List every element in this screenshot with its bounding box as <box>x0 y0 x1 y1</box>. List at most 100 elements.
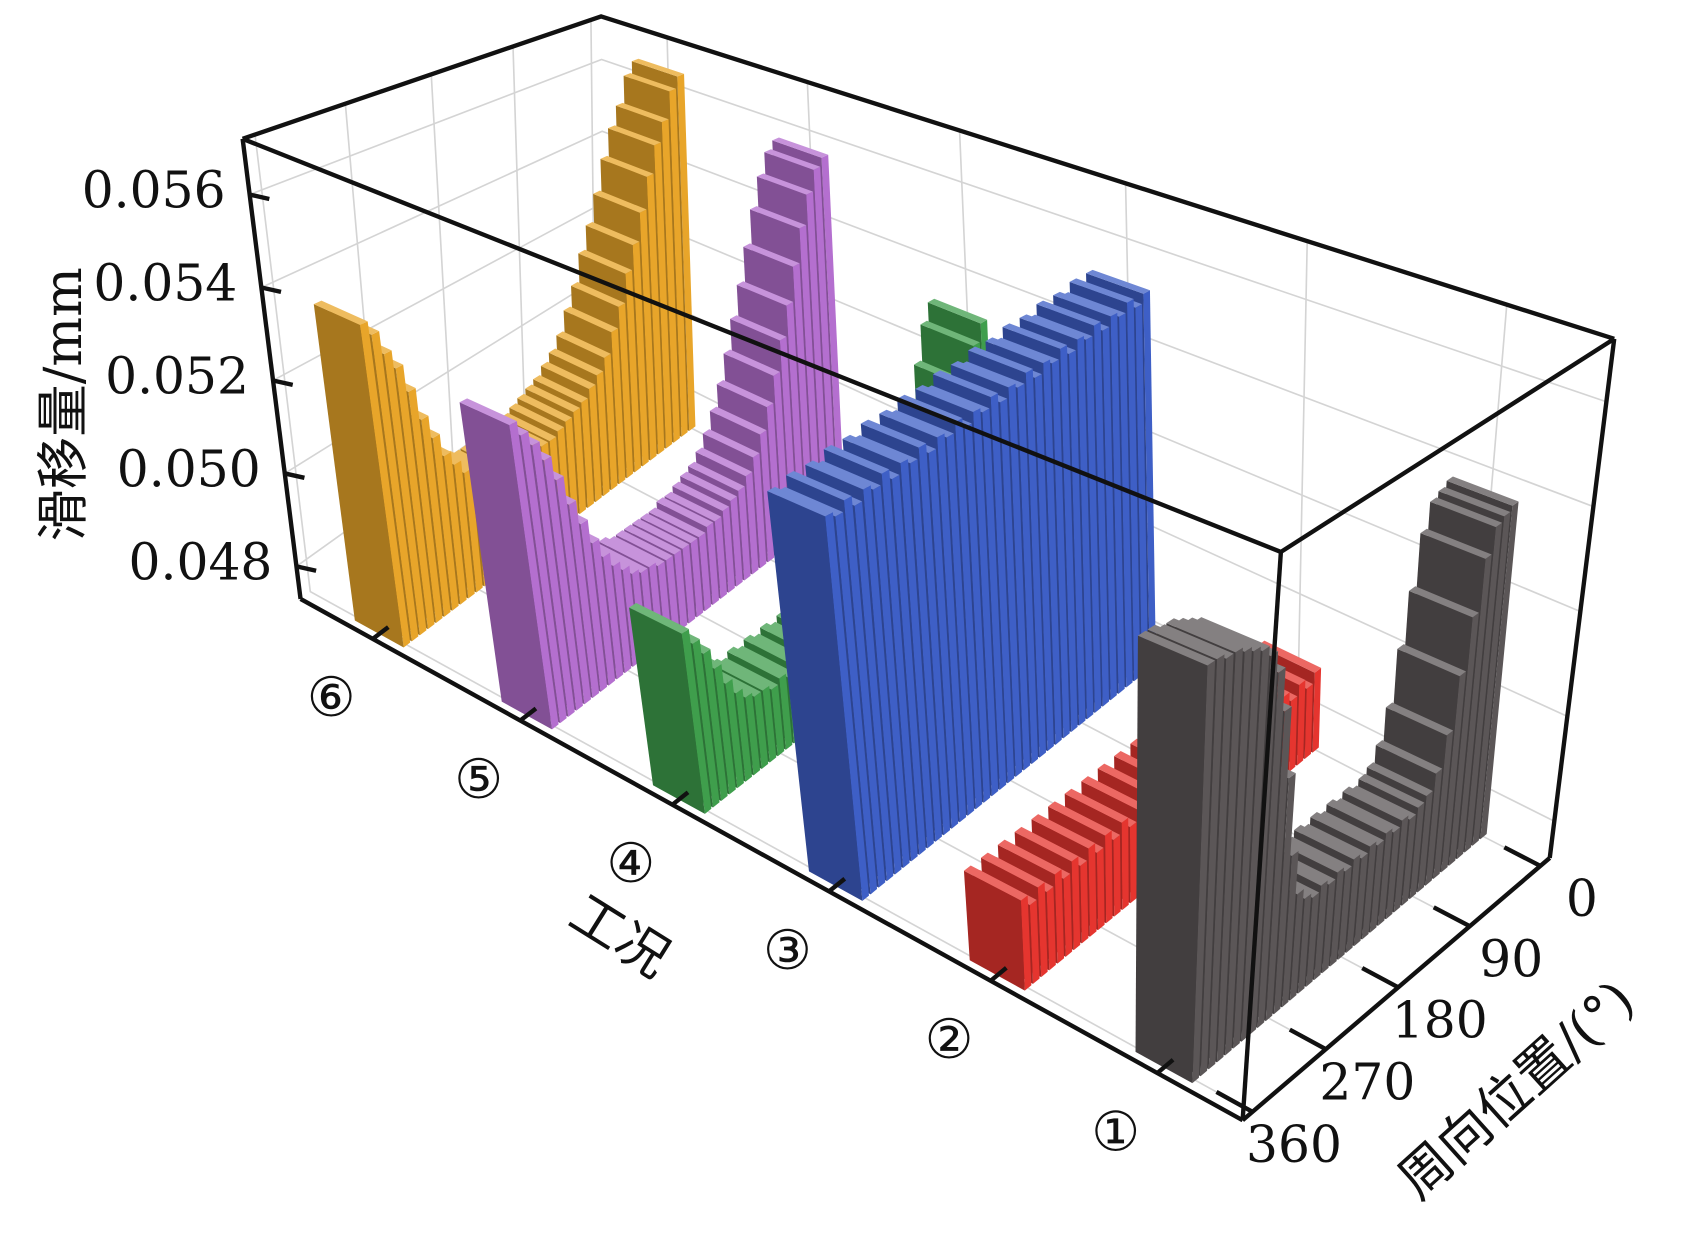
bar-side <box>1346 854 1361 953</box>
bar-side <box>674 549 688 630</box>
bar-side <box>604 353 618 491</box>
tick-mark <box>272 378 294 387</box>
bar-top <box>1036 300 1101 326</box>
box-edge <box>240 138 303 600</box>
bar-side <box>1063 873 1073 957</box>
bar-side <box>1029 899 1040 984</box>
tick-mark <box>1155 1058 1175 1075</box>
tick-mark <box>371 625 390 641</box>
bar-side <box>1020 895 1032 991</box>
bar-side <box>1071 856 1081 951</box>
z-tick-label: 0.052 <box>105 346 249 405</box>
category-label: ⑤ <box>454 747 503 811</box>
bar-side <box>1208 653 1234 1070</box>
grid-line <box>249 58 1607 403</box>
bar-top <box>968 346 1033 373</box>
bar-side <box>1085 336 1102 713</box>
bar-side <box>1417 790 1433 893</box>
bar-top <box>1053 291 1118 317</box>
bar-side <box>973 408 999 797</box>
bar-top <box>1430 497 1503 528</box>
bar-side <box>1322 879 1336 974</box>
x-tick-label: 90 <box>1479 929 1543 988</box>
bar-top <box>1137 630 1216 666</box>
bar-top <box>695 447 753 477</box>
category-axis-label: 工况 <box>559 883 680 990</box>
bar-top <box>1277 837 1345 873</box>
bar-top <box>1014 826 1079 862</box>
bar-top <box>607 125 661 146</box>
bar-side <box>384 350 427 636</box>
bar-side <box>1273 773 1296 1015</box>
bar-side <box>509 421 559 730</box>
box-edge <box>299 597 1244 1123</box>
bar-front <box>1135 635 1208 1084</box>
bar-front <box>767 491 863 901</box>
bar-side <box>1304 683 1313 760</box>
bar-side <box>863 485 902 875</box>
tick-mark <box>1288 1027 1327 1052</box>
bar-side <box>666 555 680 636</box>
bar-side <box>799 225 822 526</box>
tick-mark <box>260 285 282 295</box>
box-edge <box>241 136 1282 554</box>
bar-side <box>955 418 983 810</box>
bar-side <box>900 459 934 849</box>
bar-side <box>1401 814 1416 906</box>
bar-side <box>1225 646 1253 1056</box>
bar-side <box>592 538 616 686</box>
x-tick-label: 180 <box>1392 990 1488 1049</box>
bar-top <box>950 360 1016 388</box>
bar-side <box>964 423 991 803</box>
bar-side <box>1433 730 1454 880</box>
grid-line <box>254 134 1253 1113</box>
bar-side <box>928 448 959 829</box>
bar-top <box>897 394 963 423</box>
bar-side <box>1017 383 1039 765</box>
bar-side <box>454 460 475 599</box>
bar-side <box>873 485 910 868</box>
bar-side <box>692 639 720 808</box>
bar-top <box>1048 801 1112 836</box>
bar-side <box>1233 646 1261 1049</box>
bar-side <box>1113 834 1121 917</box>
bar-front <box>459 402 553 730</box>
front-layer: 0.048 0.050 0.052 0.054 0.056 ① ② ③ ④ ⑤ ⑥ 0 90180270… <box>82 136 1617 1174</box>
bar-top <box>1002 323 1068 349</box>
bar-side <box>1129 821 1137 904</box>
bar-top <box>600 155 654 177</box>
bar <box>313 300 411 648</box>
bar-top <box>767 486 833 517</box>
box-edge <box>1241 856 1552 1122</box>
bar-side <box>1008 383 1031 771</box>
bar-side <box>738 486 751 581</box>
bar-top <box>1342 786 1409 821</box>
bar-side <box>1441 671 1467 873</box>
bar-side <box>1338 866 1352 960</box>
bar-side <box>1105 830 1113 924</box>
bar-top <box>710 658 770 691</box>
tick-mark <box>827 877 847 894</box>
bar-top <box>852 435 918 464</box>
bar-side <box>1314 880 1328 981</box>
bar-side <box>891 474 926 855</box>
bar <box>629 602 712 814</box>
bar-side <box>1025 368 1047 758</box>
bar-front <box>629 607 705 814</box>
tick-mark <box>989 966 1008 983</box>
bar-top <box>585 221 640 246</box>
bar-side <box>408 387 443 623</box>
bar-top <box>963 865 1028 901</box>
bar-side <box>603 552 624 680</box>
bar-top <box>842 434 908 464</box>
bar-side <box>806 191 829 520</box>
bar-side <box>565 417 579 521</box>
bar-side <box>532 441 575 717</box>
bar-side <box>1088 843 1097 937</box>
bar-side <box>1127 299 1141 682</box>
bar-side <box>745 692 761 776</box>
z-tick-label: 0.048 <box>129 532 273 591</box>
bar-top <box>815 460 881 490</box>
bar-side <box>771 684 785 757</box>
bar <box>1135 630 1216 1084</box>
